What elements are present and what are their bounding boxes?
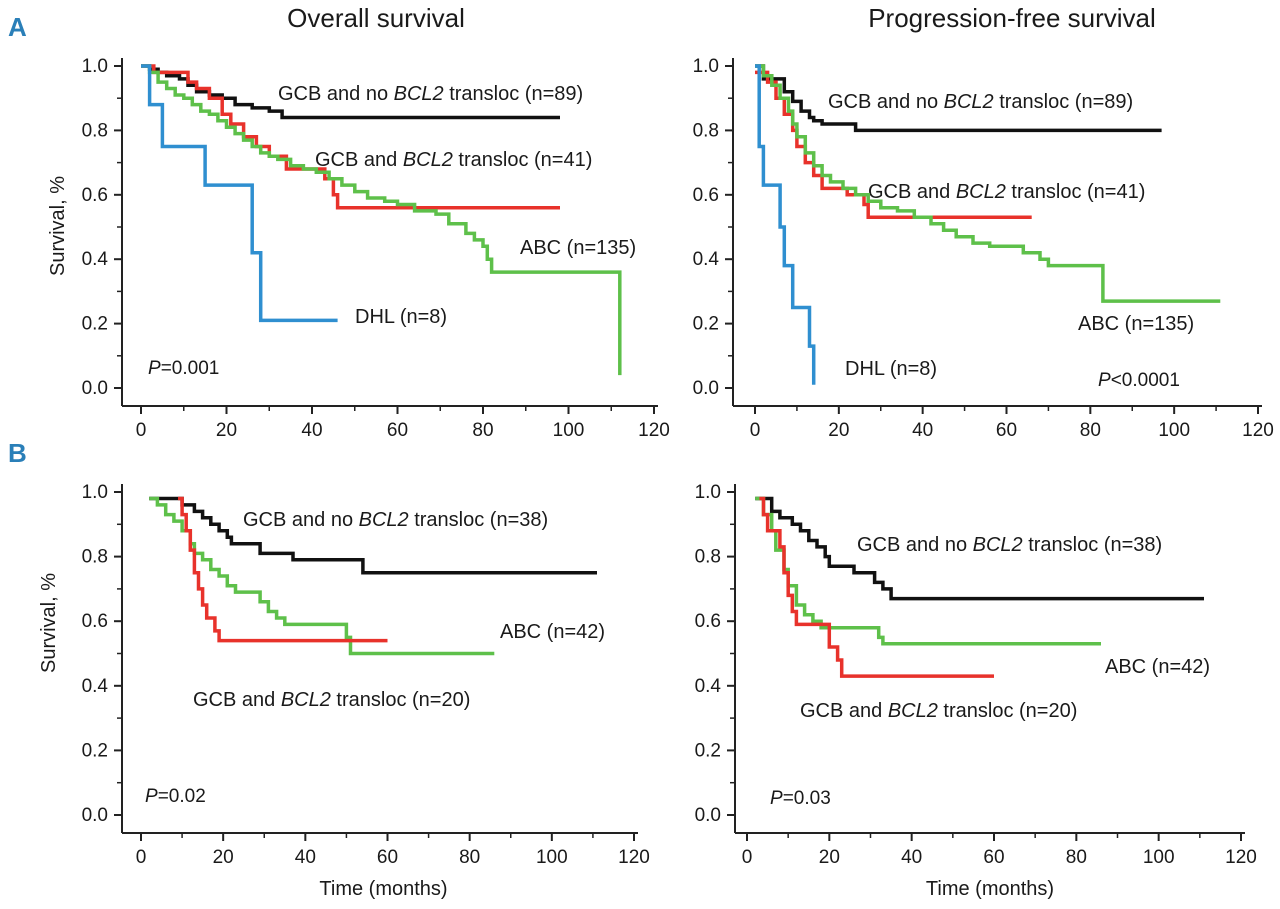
- y-tick-label: 0.0: [82, 378, 108, 399]
- x-tick-label: 0: [742, 847, 753, 868]
- y-tick-label: 0.0: [695, 805, 721, 826]
- x-tick-label: 20: [216, 420, 237, 441]
- x-tick-label: 120: [618, 847, 650, 868]
- x-tick-label: 20: [213, 847, 234, 868]
- survival-curve-green: [141, 64, 622, 376]
- curve-label-black: GCB and no BCL2 transloc (n=38): [243, 509, 548, 531]
- y-tick-label: 0.0: [82, 805, 108, 826]
- x-tick-label: 40: [295, 847, 316, 868]
- x-tick-label: 80: [459, 847, 480, 868]
- y-tick-label: 0.2: [693, 314, 719, 335]
- x-tick-label: 60: [387, 420, 408, 441]
- x-axis-title: Time (months): [319, 878, 447, 900]
- y-tick-label: 0.8: [82, 120, 108, 141]
- x-tick-label: 0: [136, 847, 147, 868]
- curve-label-black: GCB and no BCL2 transloc (n=89): [278, 83, 583, 105]
- survival-curve-blue: [755, 64, 816, 385]
- x-tick-label: 80: [472, 420, 493, 441]
- y-tick-label: 1.0: [693, 56, 719, 77]
- curve-label-red: GCB and BCL2 transloc (n=20): [193, 689, 470, 711]
- chart-panel-b-progression-free-survival: 0.0 0.2 0.4 0.6 0.8 1.0 0 20 40 60 80 100 120 Time (m…: [695, 482, 1257, 900]
- survival-curve-green: [149, 496, 495, 656]
- x-tick-label: 20: [819, 847, 840, 868]
- x-tick-label: 100: [553, 420, 585, 441]
- curve-label-green: ABC (n=135): [520, 237, 636, 259]
- y-tick-label: 1.0: [82, 56, 108, 77]
- panel-letter-b: B: [8, 438, 27, 468]
- survival-curve-red: [759, 496, 994, 678]
- x-tick-label: 100: [536, 847, 568, 868]
- y-tick-label: 0.2: [82, 740, 108, 761]
- chart-panel-a-overall-survival: 0.0 0.2 0.4 0.6 0.8 1.0 0 20 40 60 80 100 120 Surviva…: [47, 56, 670, 441]
- y-tick-label: 1.0: [82, 482, 108, 503]
- x-tick-label: 0: [750, 420, 761, 441]
- p-value-label: P=0.03: [770, 788, 831, 809]
- x-tick-label: 40: [301, 420, 322, 441]
- y-tick-label: 0.2: [695, 740, 721, 761]
- y-tick-label: 0.4: [82, 249, 109, 270]
- p-value-label: P=0.02: [145, 786, 206, 807]
- x-tick-label: 0: [136, 420, 147, 441]
- survival-curve-black: [755, 64, 1162, 133]
- x-tick-label: 100: [1158, 420, 1190, 441]
- y-tick-label: 0.6: [695, 611, 721, 632]
- survival-curve-green: [755, 496, 1101, 646]
- x-tick-label: 120: [1242, 420, 1274, 441]
- x-tick-label: 120: [1225, 847, 1257, 868]
- y-tick-label: 0.6: [693, 185, 719, 206]
- x-tick-label: 40: [912, 420, 933, 441]
- y-tick-label: 0.8: [82, 547, 108, 568]
- column-title-overall-survival: Overall survival: [287, 3, 465, 33]
- curve-label-green: ABC (n=42): [1105, 656, 1210, 678]
- survival-curve-blue: [141, 64, 338, 323]
- x-tick-label: 120: [638, 420, 670, 441]
- y-tick-label: 1.0: [695, 482, 721, 503]
- y-tick-label: 0.4: [695, 676, 722, 697]
- survival-curve-black: [755, 496, 1204, 601]
- x-tick-label: 60: [377, 847, 398, 868]
- curve-label-red: GCB and BCL2 transloc (n=20): [800, 700, 1077, 722]
- x-axis-title: Time (months): [926, 878, 1054, 900]
- y-tick-label: 0.0: [693, 378, 719, 399]
- x-tick-label: 20: [828, 420, 849, 441]
- p-value-label: P=0.001: [148, 358, 219, 379]
- curve-label-green: ABC (n=42): [500, 621, 605, 643]
- y-tick-label: 0.4: [693, 249, 720, 270]
- curve-label-black: GCB and no BCL2 transloc (n=89): [828, 91, 1133, 113]
- y-axis-title: Survival, %: [38, 573, 60, 673]
- chart-panel-a-progression-free-survival: 0.0 0.2 0.4 0.6 0.8 1.0 0 20 40 60 80 100 120 GCB and…: [693, 56, 1274, 441]
- y-tick-label: 0.6: [82, 185, 108, 206]
- x-tick-label: 60: [996, 420, 1017, 441]
- curve-label-blue: DHL (n=8): [845, 358, 937, 380]
- y-axis-title: Survival, %: [47, 176, 69, 276]
- curve-label-blue: DHL (n=8): [355, 306, 447, 328]
- x-tick-label: 60: [983, 847, 1004, 868]
- column-title-progression-free-survival: Progression-free survival: [868, 3, 1156, 33]
- survival-curve-green: [755, 64, 1221, 303]
- y-tick-label: 0.8: [695, 547, 721, 568]
- chart-panel-b-overall-survival: 0.0 0.2 0.4 0.6 0.8 1.0 0 20 40 60 80 100 120 Surviva…: [38, 482, 650, 900]
- p-value-label: P<0.0001: [1098, 370, 1180, 391]
- x-tick-label: 80: [1080, 420, 1101, 441]
- panel-letter-a: A: [8, 12, 27, 42]
- curve-label-green: ABC (n=135): [1078, 313, 1194, 335]
- y-tick-label: 0.6: [82, 611, 108, 632]
- survival-curve-black: [149, 496, 597, 575]
- x-tick-label: 80: [1066, 847, 1087, 868]
- curve-label-red: GCB and BCL2 transloc (n=41): [868, 181, 1145, 203]
- survival-curve-red: [178, 496, 388, 643]
- y-tick-label: 0.2: [82, 314, 108, 335]
- x-tick-label: 100: [1143, 847, 1175, 868]
- curve-label-red: GCB and BCL2 transloc (n=41): [315, 149, 592, 171]
- y-tick-label: 0.8: [693, 120, 719, 141]
- curve-label-black: GCB and no BCL2 transloc (n=38): [857, 534, 1162, 556]
- x-tick-label: 40: [901, 847, 922, 868]
- y-tick-label: 0.4: [82, 676, 109, 697]
